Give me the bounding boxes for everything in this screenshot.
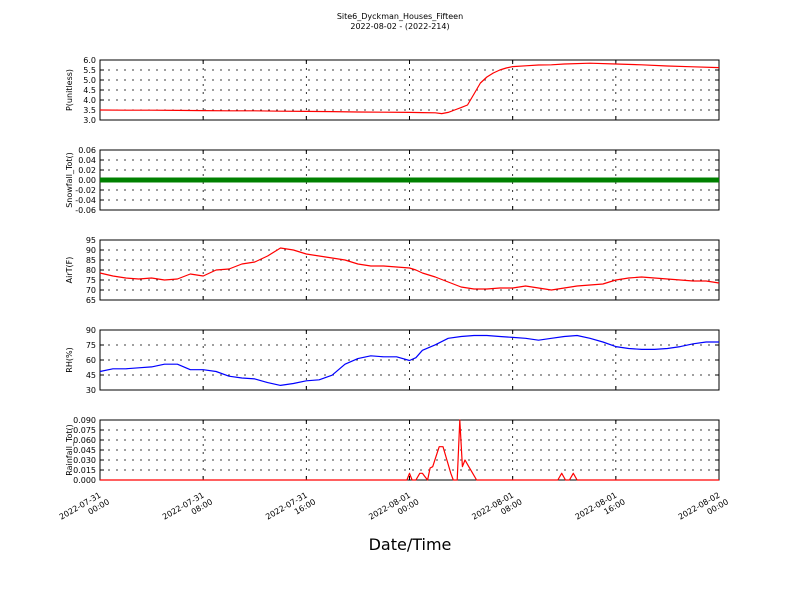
figure-title: Site6_Dyckman_Houses_Fifteen	[337, 12, 463, 21]
series-line-1	[100, 419, 719, 481]
y-tick-label: 30	[86, 386, 96, 395]
y-axis-label: P(unitless)	[65, 69, 74, 111]
series-line-1	[99, 334, 719, 386]
series-line-1	[99, 62, 720, 115]
panel-5: 0.0000.0150.0300.0450.0600.0750.090Rainf…	[65, 416, 720, 485]
panel-2: -0.06-0.04-0.020.000.020.040.06 Snowfall_…	[65, 146, 720, 215]
y-tick-label: 70	[86, 286, 96, 295]
y-axis-label: RH(%)	[65, 347, 74, 372]
y-tick-label: 0.075	[73, 426, 96, 435]
y-axis-label: Snowfall_Tot()	[65, 152, 74, 208]
y-tick-label: 85	[86, 256, 96, 265]
y-tick-label: 5.5	[83, 66, 96, 75]
y-axis-label: AirT(F)	[65, 257, 74, 284]
y-tick-label: -0.04	[75, 196, 96, 205]
y-tick-label: 5.0	[83, 76, 96, 85]
y-tick-label: 0.000	[73, 476, 96, 485]
y-axis-label: Rainfall_Tot()	[65, 424, 74, 476]
y-tick-label: 95	[86, 236, 96, 245]
y-tick-label: 65	[86, 296, 96, 305]
y-tick-label: 0.02	[78, 166, 96, 175]
y-tick-label: 4.5	[83, 86, 96, 95]
y-tick-label: 75	[86, 276, 96, 285]
y-tick-label: -0.02	[75, 186, 96, 195]
y-tick-label: 0.045	[73, 446, 96, 455]
x-axis-label: Date/Time	[369, 535, 452, 554]
y-tick-label: 0.00	[78, 176, 96, 185]
y-tick-label: 75	[86, 341, 96, 350]
y-tick-label: 80	[86, 266, 96, 275]
figure-subtitle: 2022-08-02 - (2022-214)	[350, 22, 449, 31]
panel-4: 30 45 60 75 90 RH(%)	[65, 326, 720, 395]
y-tick-label: 0.04	[78, 156, 96, 165]
y-tick-label: 60	[86, 356, 96, 365]
y-tick-label: -0.06	[75, 206, 96, 215]
panel-1: 3.03.54.04.55.05.56.0 P(unitless)	[65, 56, 720, 125]
y-tick-label: 0.060	[73, 436, 96, 445]
y-tick-label: 90	[86, 326, 96, 335]
y-tick-label: 0.015	[73, 466, 96, 475]
series-line-1	[99, 247, 720, 291]
chart-panels: 3.03.54.04.55.05.56.0P(unitless)-0.06-0.…	[65, 56, 720, 485]
y-tick-label: 90	[86, 246, 96, 255]
y-tick-label: 0.030	[73, 456, 96, 465]
y-tick-label: 3.5	[83, 106, 96, 115]
y-tick-label: 0.090	[73, 416, 96, 425]
y-tick-label: 45	[86, 371, 96, 380]
y-tick-label: 3.0	[83, 116, 96, 125]
y-tick-label: 4.0	[83, 96, 96, 105]
y-tick-label: 0.06	[78, 146, 96, 155]
y-tick-label: 6.0	[83, 56, 96, 65]
